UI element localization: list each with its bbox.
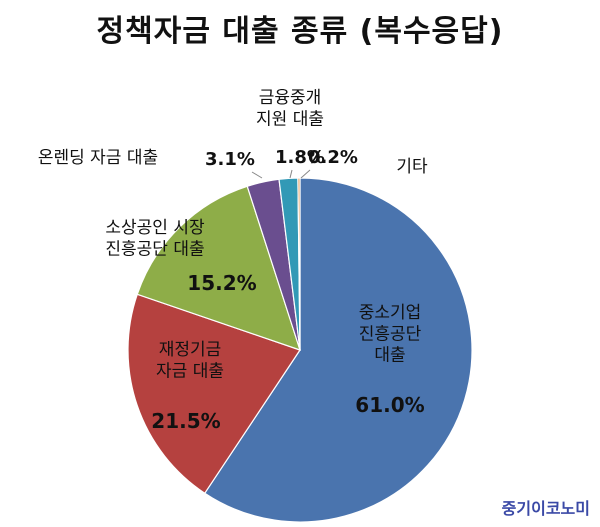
slice-label-3: 온렌딩 자금 대출 [38,148,158,168]
slice-label-1: 재정기금 자금 대출 [156,340,224,381]
leader-line-1 [289,169,293,179]
slice-value-4: 1.8% [275,147,325,168]
slice-value-5: 0.2% [308,147,358,168]
slice-label-0: 중소기업 진흥공단 대출 [359,303,422,366]
leader-line-2 [300,169,311,179]
chart-title: 정책자금 대출 종류 (복수응답) [96,14,504,49]
leader-line-0 [251,171,263,179]
slice-label-5: 기타 [396,157,428,177]
slice-value-2: 15.2% [187,271,256,295]
pie-slice-5 [297,177,301,351]
pie-slice-0 [203,177,473,523]
slice-label-4: 금융중개 지원 대출 [256,88,324,129]
slice-label-2: 소상공인 시장 진흥공단 대출 [105,218,205,259]
pie-slice-2 [136,185,301,351]
slice-value-1: 21.5% [151,409,220,433]
slice-value-0: 61.0% [355,393,424,417]
slice-value-3: 3.1% [205,149,255,170]
pie-slice-1 [127,293,301,495]
brand-logo: 중기이코노미 [501,499,590,518]
